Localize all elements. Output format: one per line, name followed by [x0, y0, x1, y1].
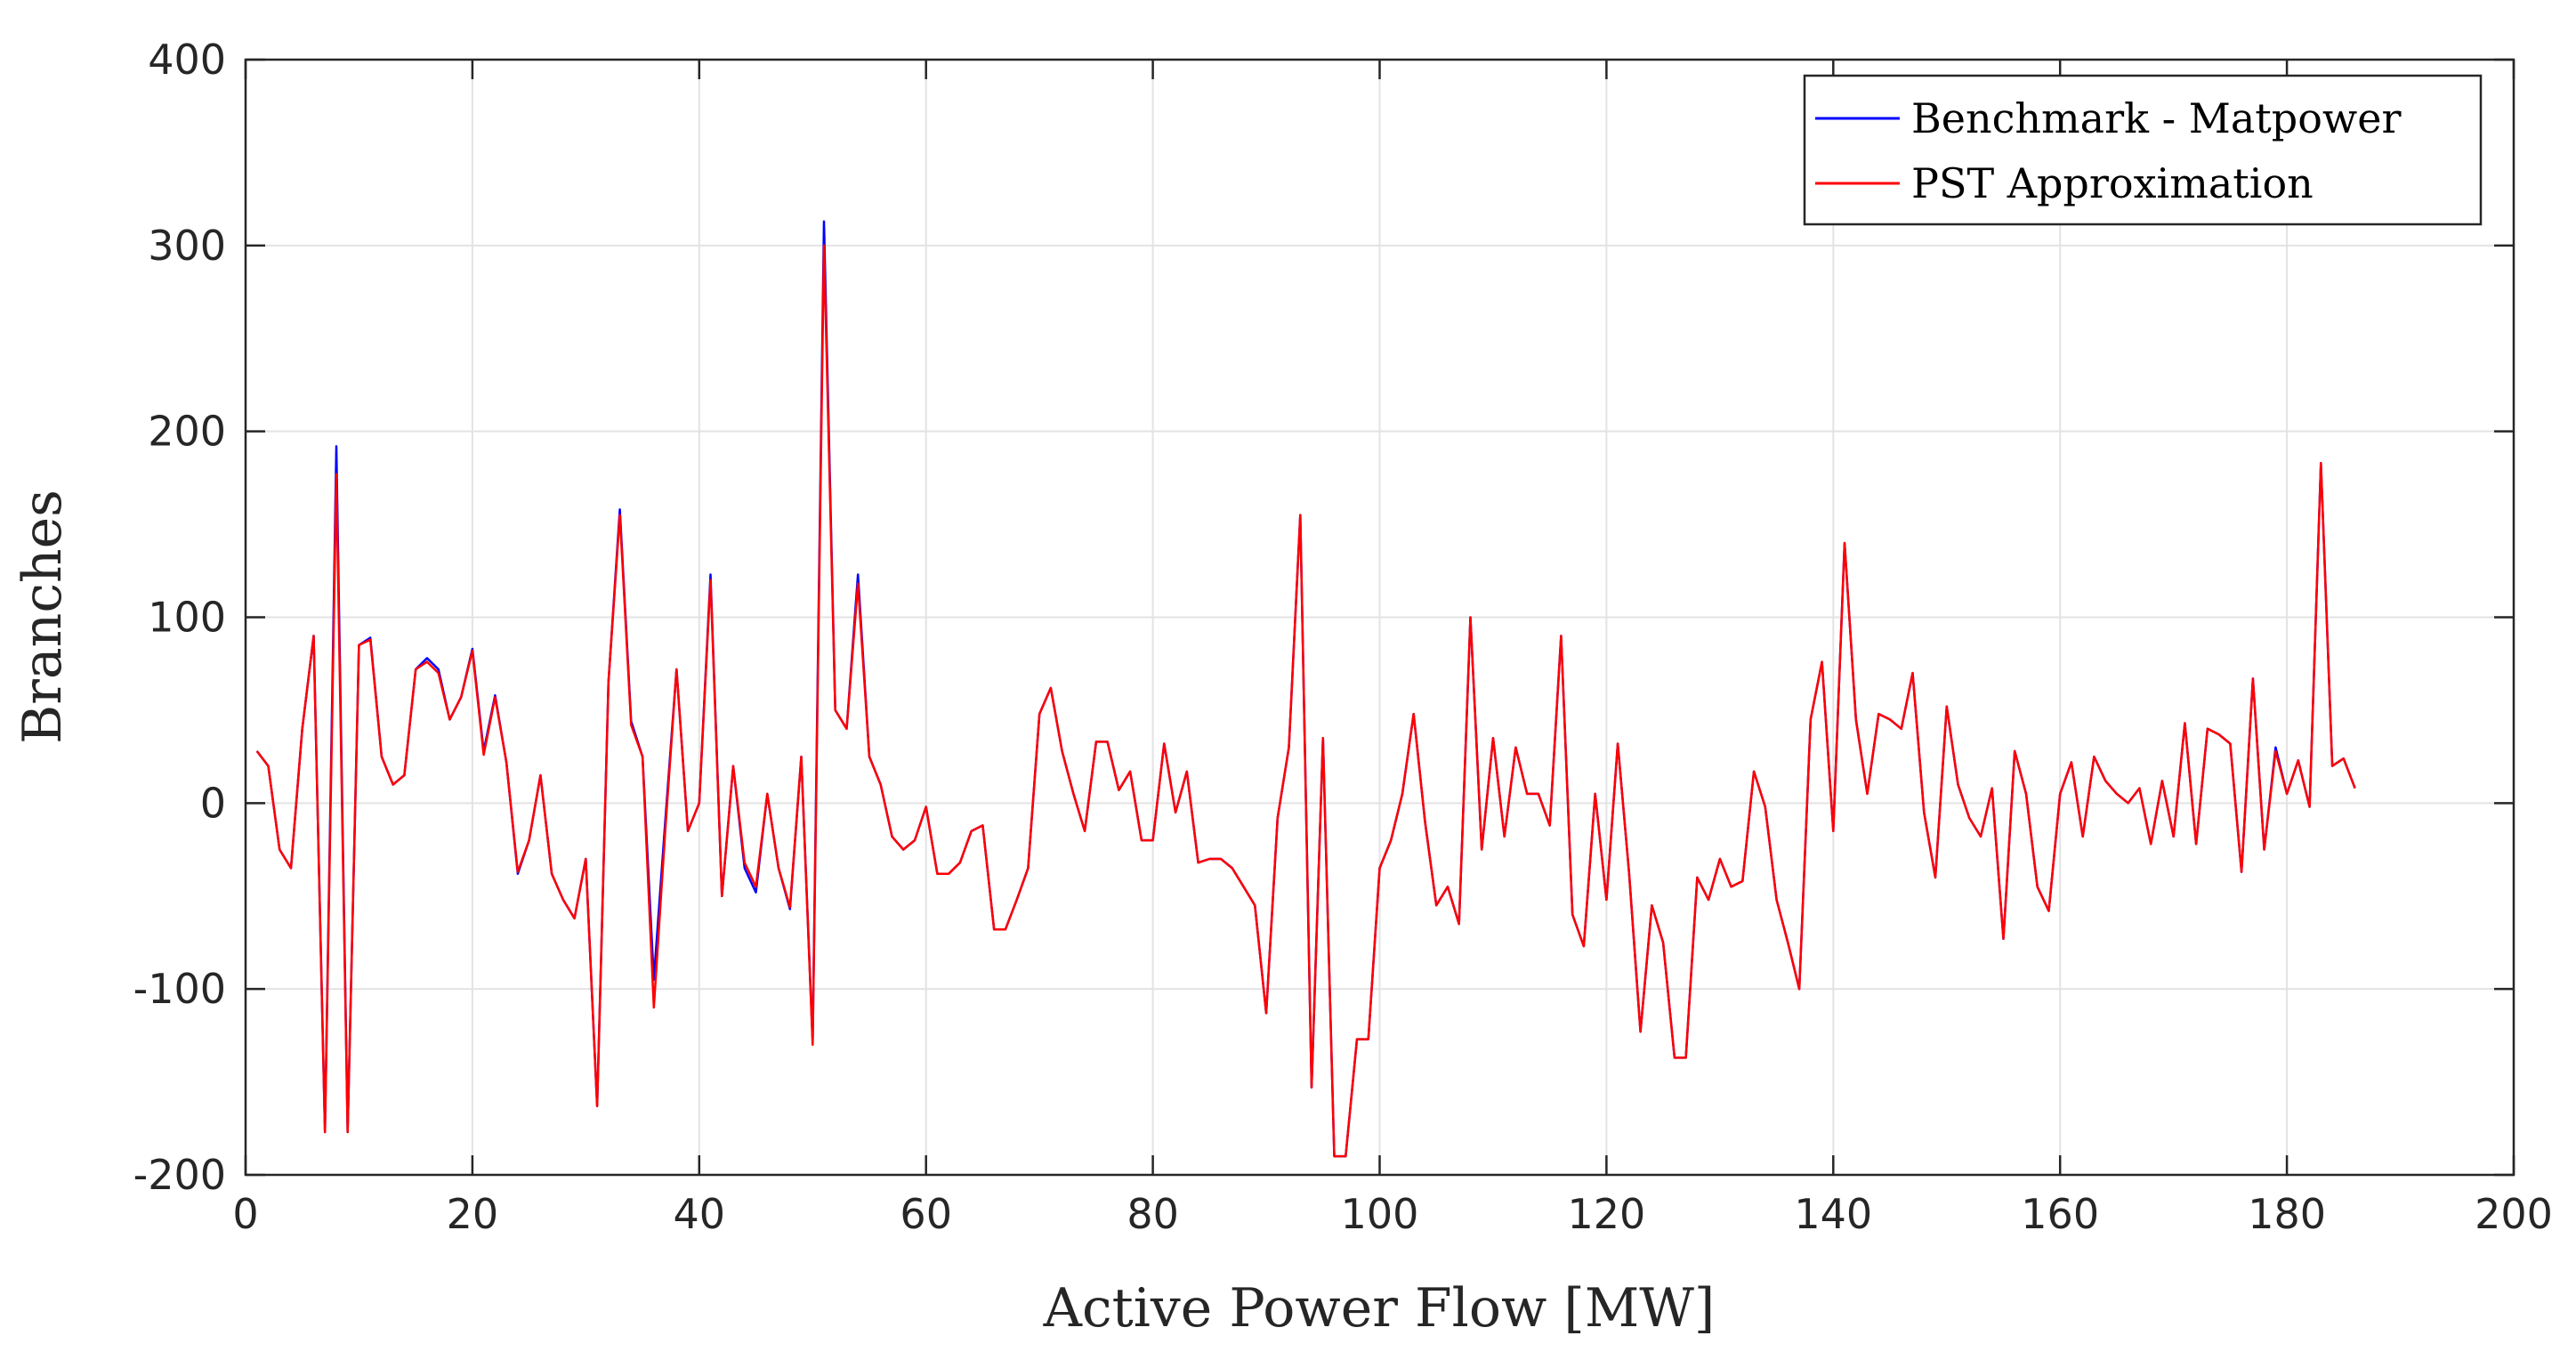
x-tick-label: 120	[1567, 1190, 1645, 1238]
y-tick-label: 400	[148, 36, 226, 84]
x-tick-label: 100	[1341, 1190, 1419, 1238]
legend: Benchmark - Matpower PST Approximation	[1803, 74, 2483, 226]
grid	[246, 60, 2514, 1175]
legend-box	[1803, 74, 2483, 226]
x-tick-label: 140	[1794, 1190, 1872, 1238]
x-tick-label: 180	[2248, 1190, 2326, 1238]
x-tick-label: 60	[900, 1190, 952, 1238]
x-tick-label: 160	[2021, 1190, 2099, 1238]
y-tick-label: 0	[200, 779, 226, 827]
x-tick-label: 200	[2475, 1190, 2553, 1238]
series-line-pst-approximation	[255, 244, 2356, 1158]
x-tick-label: 20	[447, 1190, 499, 1238]
x-axis-ticks: 0 20 40 60 80 100 120 140 160 180 200	[232, 60, 2553, 1238]
series-layer	[255, 220, 2356, 1158]
y-tick-label: 200	[148, 408, 226, 456]
series-line-benchmark-matpower	[255, 220, 2356, 1158]
y-tick-label: 300	[148, 222, 226, 270]
y-tick-label: -200	[133, 1151, 226, 1199]
y-axis-ticks: -200 -100 0 100 200 300 400	[133, 36, 2514, 1199]
y-axis-title: Branches	[12, 490, 74, 744]
legend-label-pst-approximation: PST Approximation	[1911, 159, 2314, 207]
legend-label-benchmark: Benchmark - Matpower	[1911, 94, 2401, 142]
y-tick-label: -100	[133, 965, 226, 1013]
y-tick-label: 100	[148, 594, 226, 642]
x-tick-label: 80	[1126, 1190, 1179, 1238]
x-axis-title: Active Power Flow [MW]	[1043, 1277, 1716, 1340]
x-tick-label: 40	[674, 1190, 726, 1238]
x-tick-label: 0	[232, 1190, 258, 1238]
